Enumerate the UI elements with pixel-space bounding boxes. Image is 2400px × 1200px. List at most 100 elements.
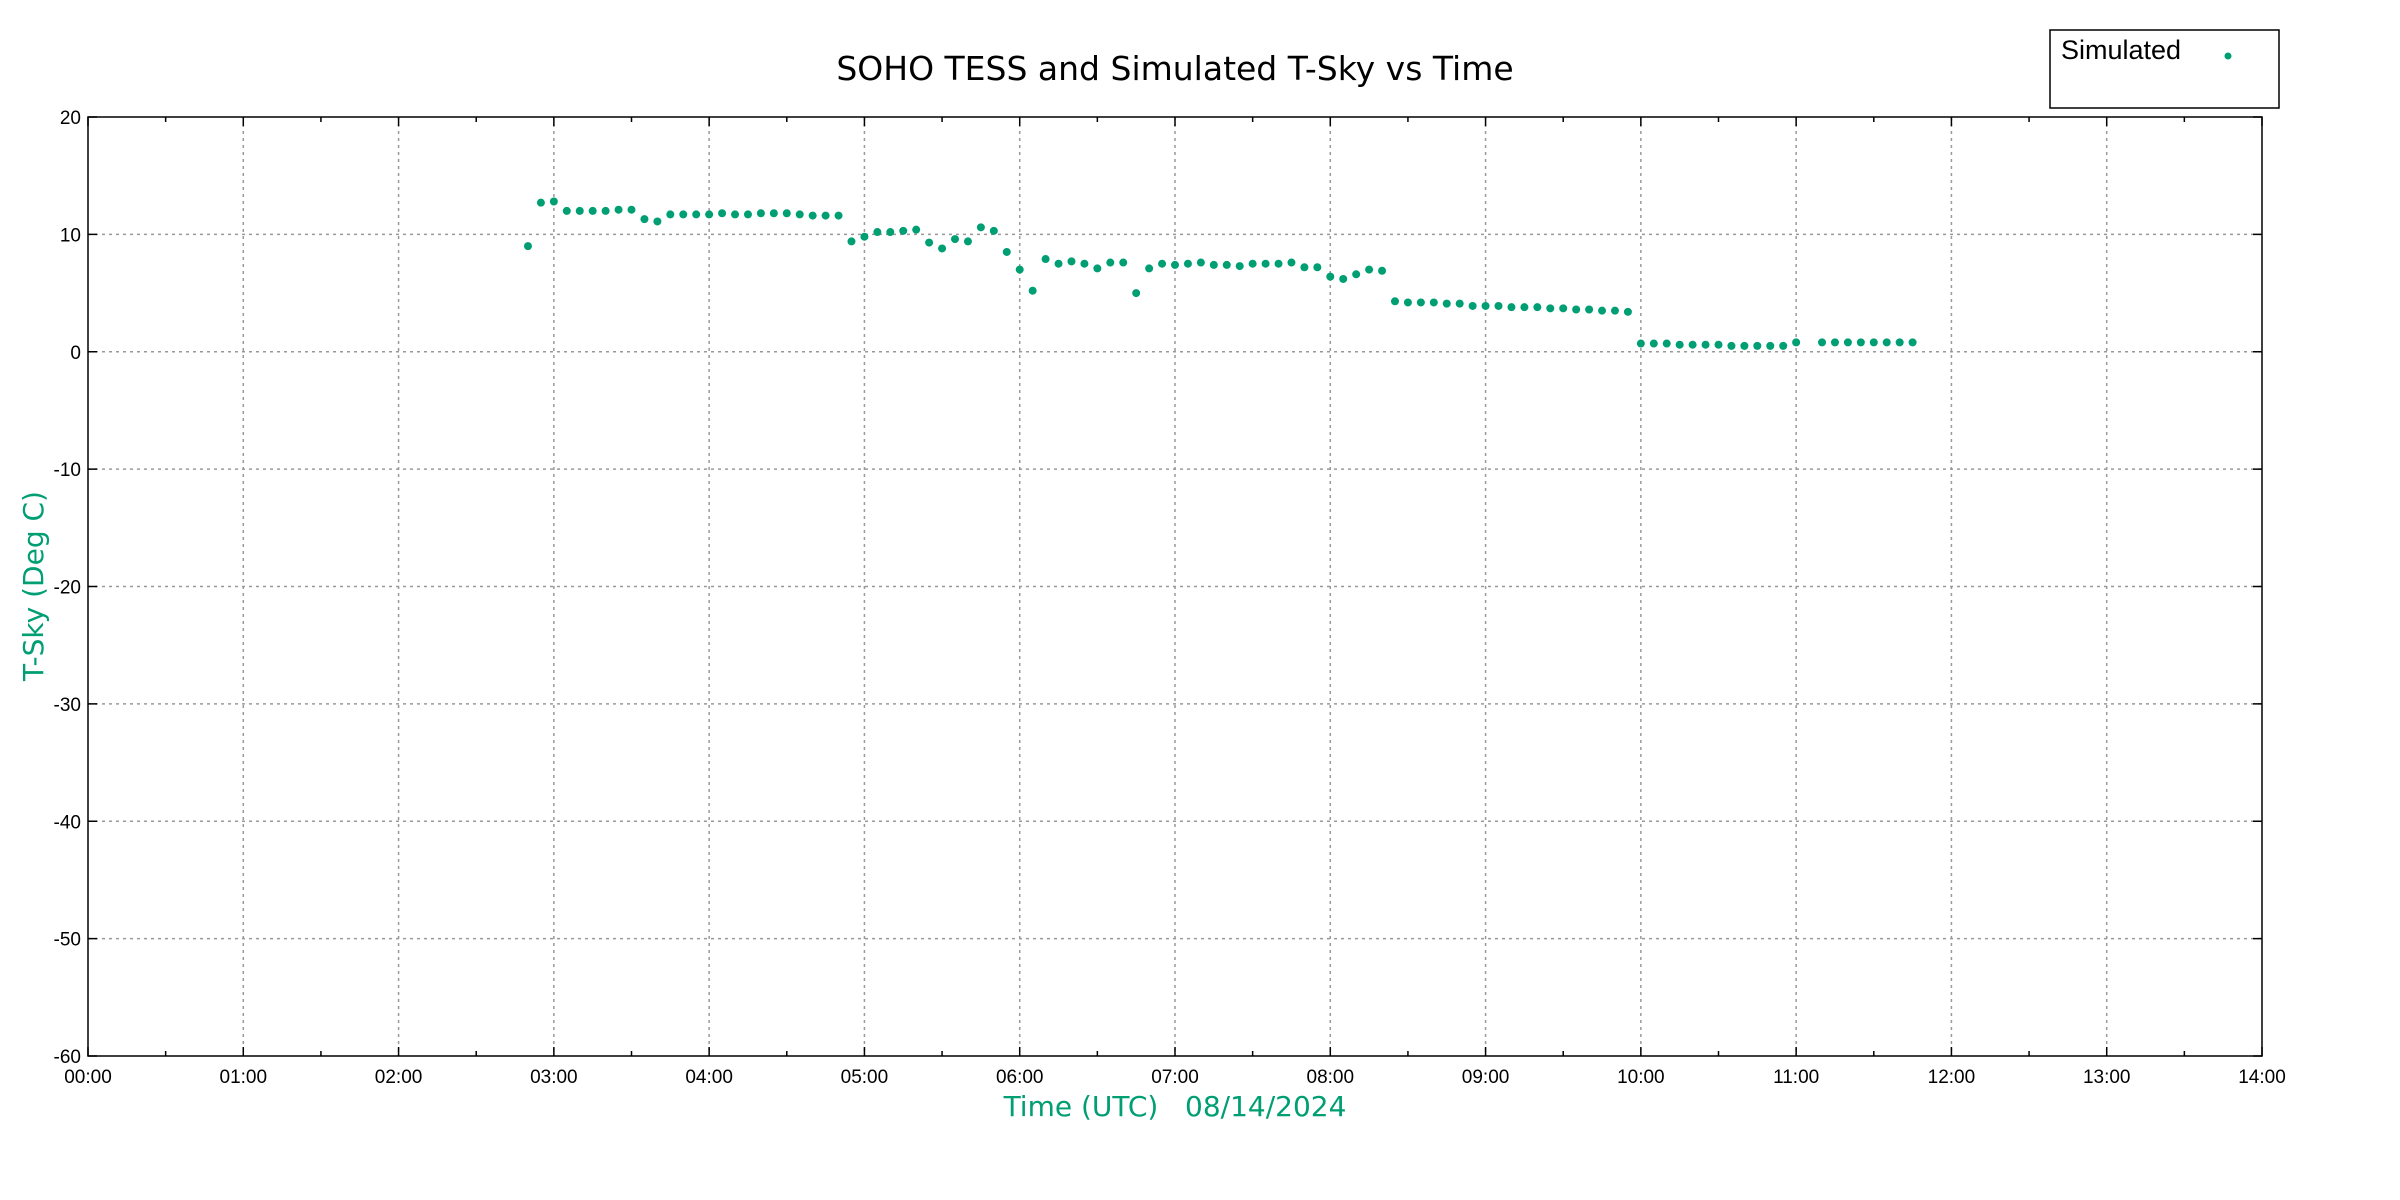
- data-point: [1856, 338, 1865, 347]
- data-point: [782, 209, 791, 218]
- x-tick-label: 07:00: [1151, 1067, 1199, 1088]
- data-point: [808, 211, 817, 220]
- data-point: [1727, 341, 1736, 350]
- data-point: [1235, 262, 1244, 271]
- data-point: [523, 242, 532, 251]
- data-point: [1610, 306, 1619, 315]
- data-point: [1675, 340, 1684, 349]
- data-point: [601, 206, 610, 215]
- data-point: [1830, 338, 1839, 347]
- data-point: [1429, 298, 1438, 307]
- y-tick-label: -50: [54, 930, 81, 951]
- data-point: [1145, 264, 1154, 273]
- data-point: [1403, 298, 1412, 307]
- data-point: [1623, 307, 1632, 316]
- x-tick-label: 14:00: [2238, 1067, 2286, 1088]
- legend: Simulated: [2049, 29, 2280, 109]
- data-point: [1352, 270, 1361, 279]
- data-point: [886, 228, 895, 237]
- data-point: [1067, 257, 1076, 266]
- x-tick-label: 09:00: [1462, 1067, 1510, 1088]
- data-point: [1274, 259, 1283, 268]
- data-point: [1196, 258, 1205, 267]
- x-tick-label: 05:00: [841, 1067, 889, 1088]
- x-tick-label: 03:00: [530, 1067, 578, 1088]
- y-tick-label: -10: [54, 460, 81, 481]
- data-point: [562, 206, 571, 215]
- data-point: [640, 215, 649, 224]
- data-point: [1326, 272, 1335, 281]
- data-point: [705, 210, 714, 219]
- data-point: [1714, 340, 1723, 349]
- data-point: [1002, 247, 1011, 256]
- data-point: [1546, 304, 1555, 313]
- x-tick-label: 06:00: [996, 1067, 1044, 1088]
- data-point: [575, 206, 584, 215]
- data-point: [899, 226, 908, 235]
- data-point: [731, 210, 740, 219]
- data-point: [1740, 341, 1749, 350]
- x-tick-label: 00:00: [64, 1067, 112, 1088]
- legend-marker-simulated: [2224, 52, 2232, 60]
- x-tick-label: 02:00: [375, 1067, 423, 1088]
- y-tick-label: -30: [54, 695, 81, 716]
- data-point: [795, 210, 804, 219]
- data-point: [1572, 305, 1581, 314]
- data-point: [1171, 260, 1179, 269]
- y-tick-label: 20: [60, 108, 81, 129]
- data-point: [1766, 341, 1775, 350]
- y-axis-label: T-Sky (Deg C): [17, 491, 50, 682]
- data-point: [1222, 260, 1231, 269]
- data-point: [1662, 339, 1671, 348]
- data-point: [743, 210, 752, 219]
- data-point: [1416, 298, 1425, 307]
- series-simulated: [523, 197, 1917, 350]
- data-point: [1494, 301, 1503, 310]
- data-point: [1261, 259, 1270, 268]
- legend-box: [2049, 29, 2280, 109]
- data-point: [692, 210, 701, 219]
- data-point: [1598, 306, 1607, 315]
- x-tick-label: 04:00: [685, 1067, 733, 1088]
- x-axis: 00:00 01:00 02:00 03:00 04:00 05:00 06:00 07:00…: [64, 117, 2286, 1088]
- data-point: [718, 209, 727, 218]
- data-point: [1041, 255, 1050, 264]
- y-tick-label: -20: [54, 578, 81, 599]
- data-point: [756, 209, 765, 218]
- data-point: [1533, 303, 1542, 312]
- data-point: [860, 232, 869, 241]
- data-point: [1895, 338, 1904, 347]
- data-point: [1015, 265, 1024, 274]
- data-point: [1378, 266, 1387, 275]
- data-point: [1636, 339, 1645, 348]
- x-tick-label: 12:00: [1928, 1067, 1976, 1088]
- data-point: [1468, 301, 1477, 310]
- data-point: [847, 237, 856, 246]
- data-point: [1054, 259, 1063, 268]
- data-point: [976, 223, 985, 232]
- data-point: [1106, 258, 1115, 267]
- data-point: [938, 244, 947, 253]
- data-point: [1869, 338, 1878, 347]
- data-point: [1158, 259, 1167, 268]
- data-point: [1779, 341, 1788, 350]
- data-point: [614, 205, 623, 214]
- data-point: [912, 225, 921, 234]
- data-point: [536, 198, 545, 207]
- data-point: [1908, 338, 1917, 347]
- data-point: [1481, 301, 1490, 310]
- x-tick-label: 10:00: [1617, 1067, 1665, 1088]
- y-tick-label: -40: [54, 812, 81, 833]
- data-point: [1132, 289, 1141, 298]
- data-point: [549, 197, 558, 206]
- chart-title: SOHO TESS and Simulated T-Sky vs Time: [836, 49, 1513, 88]
- data-point: [1209, 260, 1218, 269]
- x-tick-label: 08:00: [1307, 1067, 1355, 1088]
- data-point: [1649, 339, 1658, 348]
- data-point: [821, 211, 830, 220]
- data-point: [1300, 263, 1309, 272]
- x-tick-label: 11:00: [1773, 1067, 1819, 1088]
- legend-label-simulated: Simulated: [2061, 35, 2181, 65]
- y-tick-label: -60: [54, 1047, 81, 1068]
